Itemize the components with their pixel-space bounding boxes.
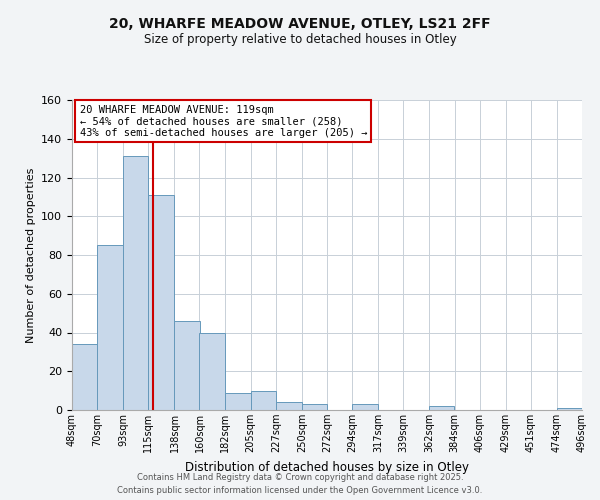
Y-axis label: Number of detached properties: Number of detached properties bbox=[26, 168, 35, 342]
Bar bbox=[430, 406, 455, 410]
Bar bbox=[302, 404, 327, 410]
Bar bbox=[251, 390, 276, 410]
Bar bbox=[199, 332, 224, 410]
Bar bbox=[224, 392, 251, 410]
Text: Contains HM Land Registry data © Crown copyright and database right 2025.
Contai: Contains HM Land Registry data © Crown c… bbox=[118, 474, 482, 495]
Bar bbox=[72, 344, 97, 410]
Bar bbox=[148, 195, 175, 410]
Bar bbox=[352, 404, 378, 410]
Bar bbox=[557, 408, 582, 410]
Bar bbox=[97, 246, 123, 410]
Bar bbox=[123, 156, 148, 410]
Text: Size of property relative to detached houses in Otley: Size of property relative to detached ho… bbox=[143, 32, 457, 46]
Bar bbox=[175, 321, 199, 410]
X-axis label: Distribution of detached houses by size in Otley: Distribution of detached houses by size … bbox=[185, 460, 469, 473]
Text: 20 WHARFE MEADOW AVENUE: 119sqm
← 54% of detached houses are smaller (258)
43% o: 20 WHARFE MEADOW AVENUE: 119sqm ← 54% of… bbox=[80, 104, 367, 138]
Bar bbox=[276, 402, 302, 410]
Text: 20, WHARFE MEADOW AVENUE, OTLEY, LS21 2FF: 20, WHARFE MEADOW AVENUE, OTLEY, LS21 2F… bbox=[109, 18, 491, 32]
